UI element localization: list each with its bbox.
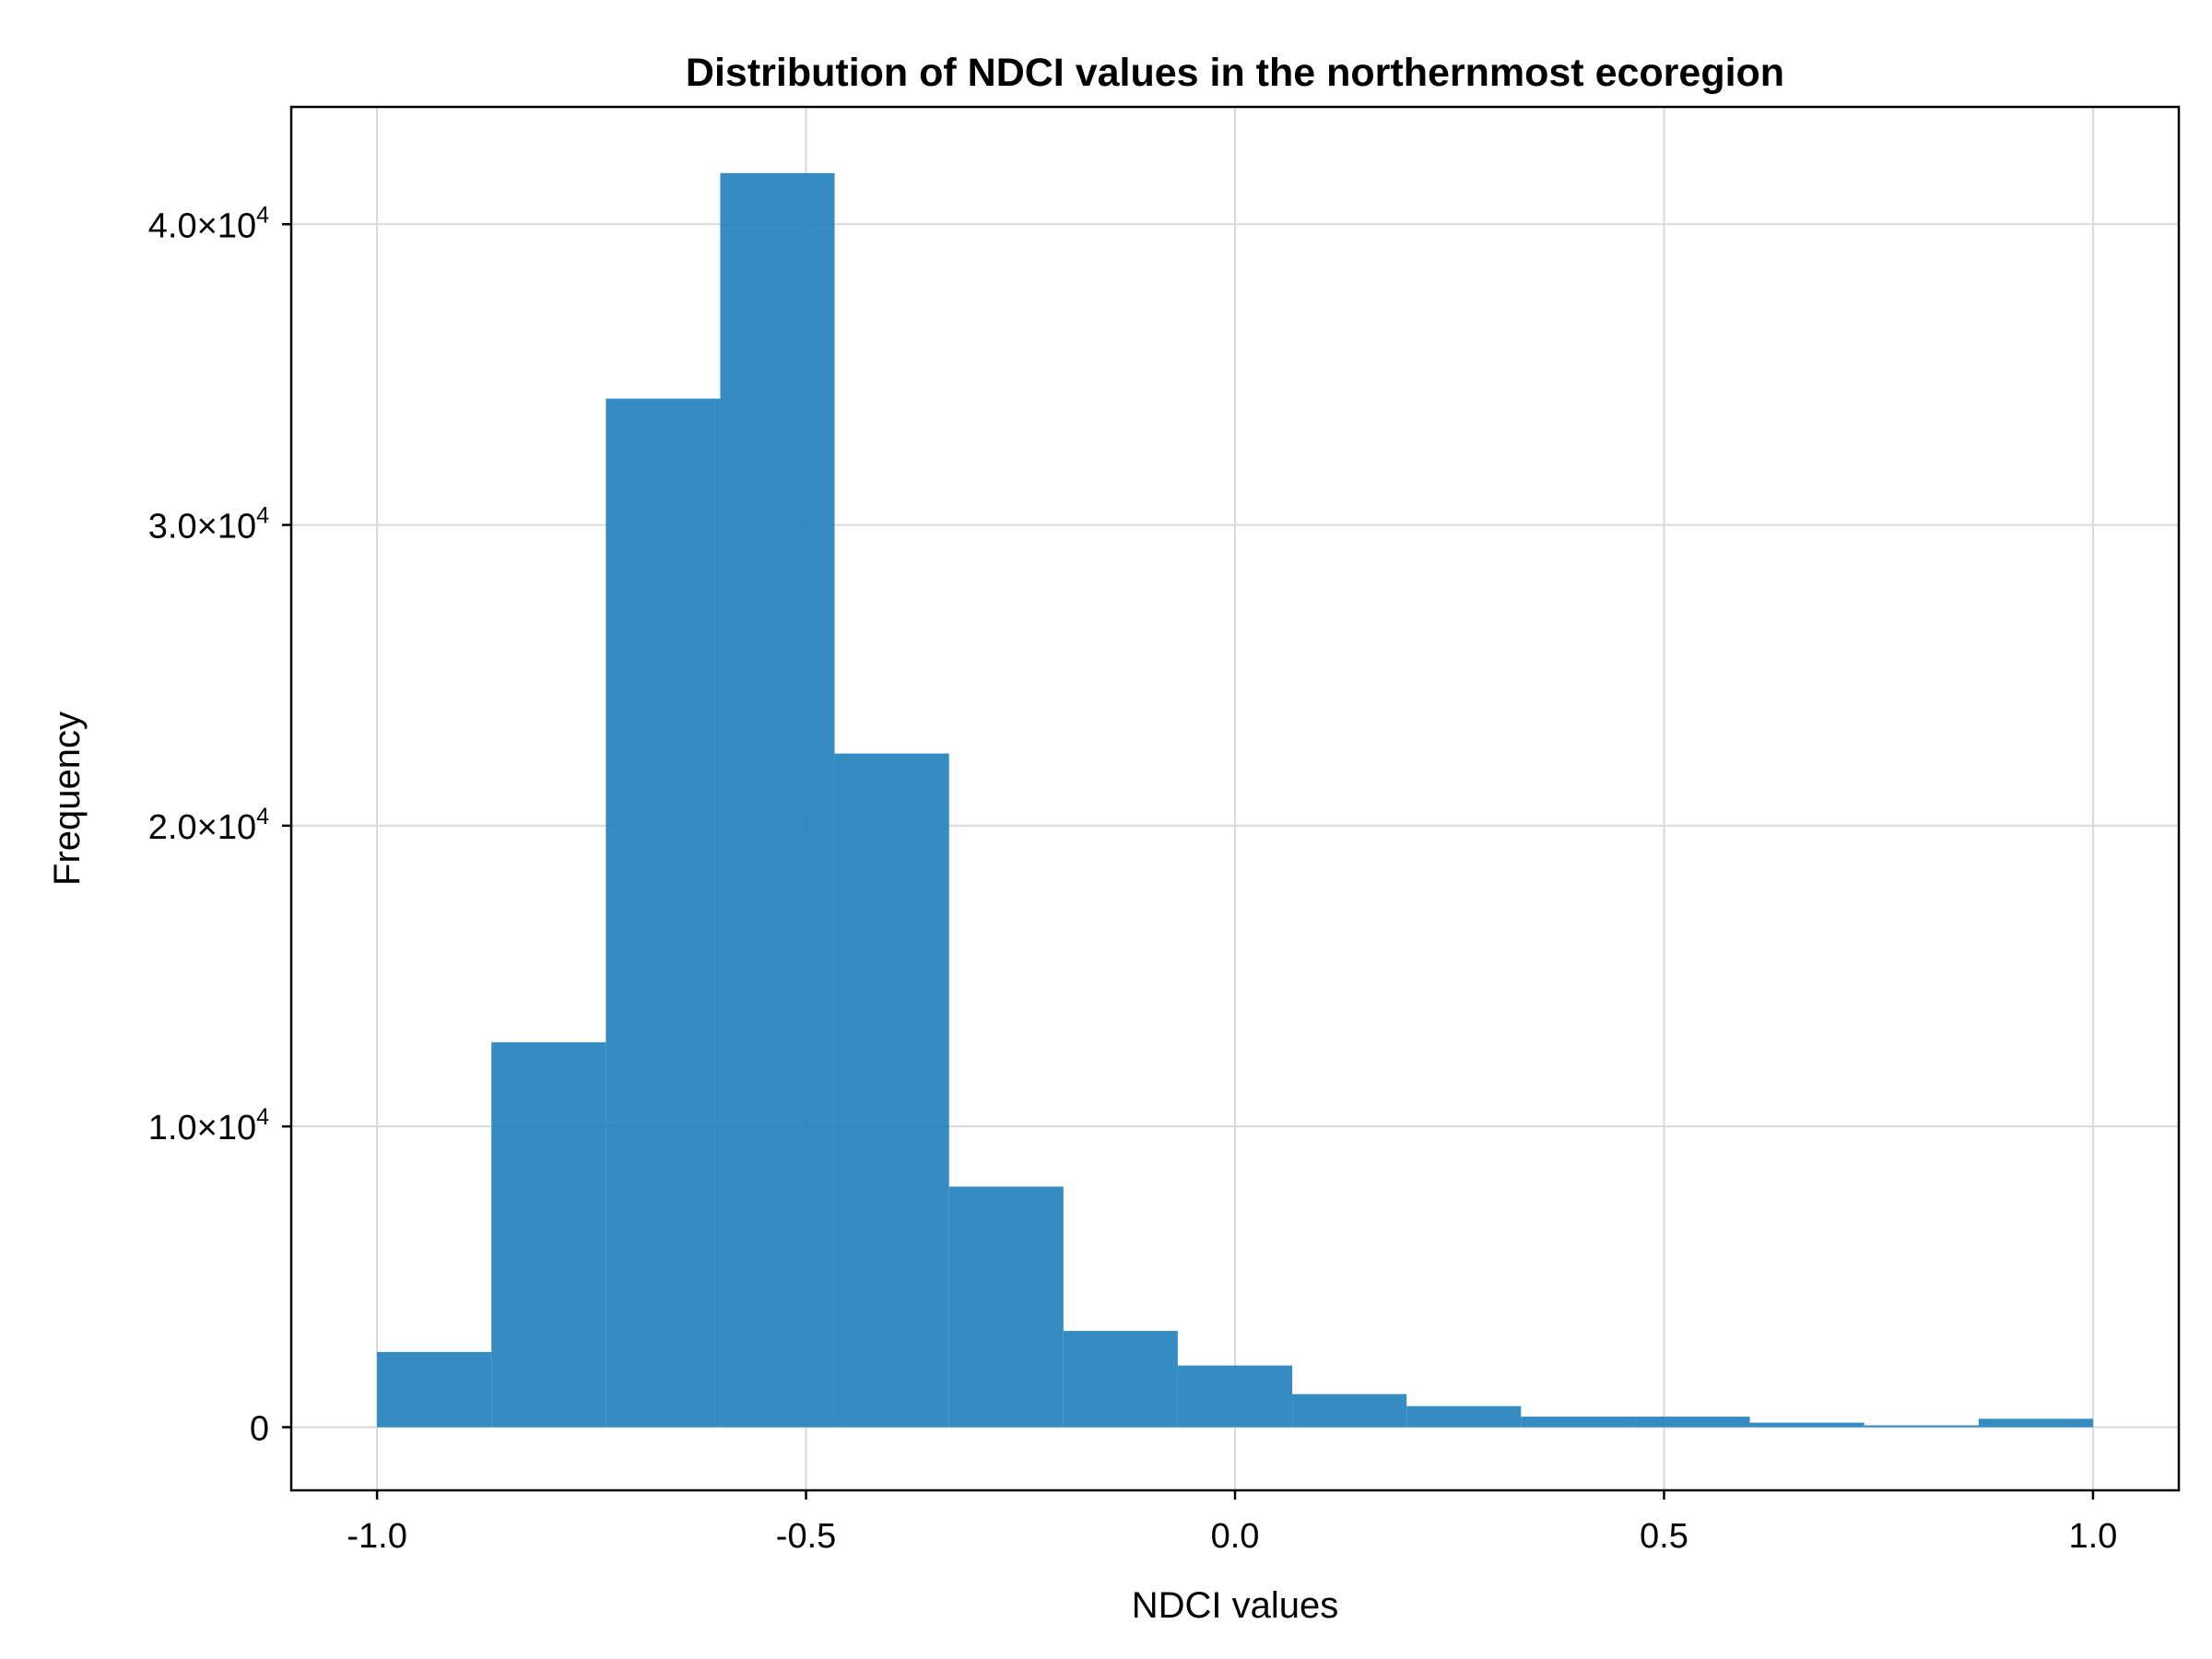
histogram-bar-8	[1292, 1394, 1407, 1428]
y-tick-label-4: 4.0×104	[148, 202, 269, 245]
histogram-bar-12	[1749, 1422, 1865, 1428]
histogram-bar-4	[834, 753, 949, 1428]
x-axis-ticks: -1.0 -0.5 0.0 0.5 1.0	[347, 1490, 2117, 1556]
histogram-bar-0	[377, 1351, 492, 1428]
x-tick-label-0: -1.0	[347, 1517, 406, 1556]
histogram-bar-1	[491, 1041, 606, 1428]
histogram-bar-13	[1864, 1425, 1979, 1428]
y-tick-label-2: 2.0×104	[148, 804, 269, 847]
x-tick-label-3: 0.5	[1640, 1517, 1688, 1556]
x-axis-label: NDCI values	[1132, 1585, 1339, 1626]
y-tick-label-0: 0	[250, 1409, 269, 1448]
histogram-bar-6	[1063, 1331, 1178, 1428]
histogram-bar-3	[720, 172, 835, 1428]
histogram-bar-9	[1406, 1406, 1522, 1428]
x-tick-label-2: 0.0	[1211, 1517, 1260, 1556]
histogram-bar-11	[1635, 1417, 1750, 1428]
y-tick-label-1: 1.0×104	[148, 1104, 269, 1147]
histogram-bar-2	[606, 398, 721, 1428]
chart-title: Distribution of NDCI values in the north…	[686, 51, 1784, 95]
x-tick-label-4: 1.0	[2068, 1517, 2117, 1556]
y-axis-label: Frequency	[47, 712, 88, 886]
histogram-bar-7	[1177, 1365, 1293, 1428]
histogram-bar-5	[948, 1186, 1064, 1428]
x-tick-label-1: -0.5	[776, 1517, 836, 1556]
histogram-bar-10	[1521, 1417, 1636, 1428]
y-axis-ticks: 0 1.0×104 2.0×104 3.0×104 4.0×104	[148, 202, 291, 1448]
y-tick-label-3: 3.0×104	[148, 503, 269, 547]
histogram-bars	[377, 172, 2093, 1428]
histogram-bar-14	[1978, 1418, 2093, 1428]
